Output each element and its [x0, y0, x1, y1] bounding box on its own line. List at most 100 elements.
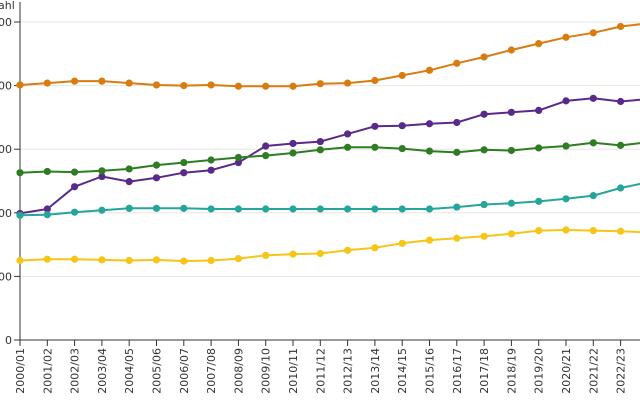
data-point: [234, 158, 242, 167]
data-point: [535, 197, 543, 205]
x-tick-label: 2004/05: [123, 348, 136, 394]
data-point: [262, 151, 270, 160]
series-line: [19, 141, 640, 174]
data-point: [43, 167, 51, 176]
x-tick-label: 2003/04: [96, 348, 109, 394]
data-point: [289, 139, 297, 148]
data-point: [617, 22, 625, 31]
data-point: [480, 200, 488, 209]
series-line: [19, 182, 640, 217]
data-point: [344, 246, 352, 254]
data-point: [507, 146, 515, 155]
data-point: [562, 226, 570, 234]
data-point: [180, 257, 188, 265]
data-point: [316, 249, 324, 258]
data-point: [16, 211, 24, 219]
data-point: [98, 206, 106, 214]
data-point: [43, 211, 51, 219]
data-point: [507, 199, 515, 207]
data-point: [562, 195, 570, 203]
data-point: [425, 236, 434, 244]
data-point: [125, 178, 133, 186]
data-point: [234, 153, 242, 162]
data-point: [371, 143, 379, 151]
data-point: [398, 71, 406, 80]
data-point: [125, 204, 133, 212]
data-point: [371, 205, 379, 213]
data-point: [316, 80, 324, 88]
data-point: [98, 77, 106, 85]
data-point: [589, 192, 597, 200]
data-point: [344, 205, 352, 213]
x-tick-label: 2002/03: [69, 348, 82, 394]
x-tick-label: 2011/12: [314, 348, 327, 394]
data-point: [262, 142, 270, 150]
data-point: [617, 97, 625, 106]
data-point: [71, 255, 79, 263]
data-point: [398, 205, 406, 213]
data-point: [207, 205, 215, 213]
data-point: [562, 142, 570, 150]
data-point: [371, 244, 379, 252]
data-point: [535, 40, 543, 48]
data-point: [71, 183, 79, 191]
data-point: [262, 82, 270, 90]
data-point: [425, 120, 434, 128]
data-point: [480, 110, 488, 118]
x-tick-label: 2020/21: [560, 348, 573, 394]
data-point: [398, 122, 406, 130]
data-point: [289, 82, 297, 90]
data-point: [289, 149, 297, 157]
x-tick-label: 2016/17: [451, 348, 464, 394]
data-point: [98, 172, 106, 181]
data-point: [43, 205, 51, 213]
y-tick-label: 00: [0, 143, 12, 156]
x-tick-label: 2005/06: [151, 348, 164, 394]
data-point: [589, 94, 597, 102]
x-tick-label: 2009/10: [260, 348, 273, 394]
data-point: [535, 106, 543, 115]
data-point: [16, 256, 24, 265]
data-point: [535, 227, 543, 235]
data-point: [453, 234, 461, 242]
x-tick-label: 2013/14: [369, 348, 382, 394]
data-point: [207, 81, 215, 89]
x-tick-label: 2019/20: [533, 348, 546, 394]
series-5: [16, 226, 640, 265]
data-point: [316, 205, 324, 213]
data-point: [589, 227, 597, 235]
data-point: [152, 256, 161, 264]
data-point: [289, 205, 297, 213]
y-tick-label: 00: [0, 80, 12, 93]
data-point: [316, 137, 324, 146]
data-point: [71, 77, 79, 85]
data-point: [453, 203, 461, 211]
data-point: [71, 168, 79, 176]
data-point: [453, 118, 461, 127]
data-point: [43, 255, 51, 263]
x-tick-label: 2017/18: [478, 348, 491, 394]
data-point: [371, 122, 379, 130]
data-point: [425, 147, 434, 155]
data-point: [262, 205, 270, 213]
data-point: [98, 256, 106, 264]
data-point: [480, 53, 488, 61]
data-point: [234, 254, 242, 263]
series-4: [16, 182, 640, 219]
series-3: [16, 139, 640, 177]
data-point: [207, 256, 215, 265]
x-tick-label: 2012/13: [342, 348, 355, 394]
data-point: [180, 158, 188, 167]
data-point: [617, 227, 625, 235]
data-point: [316, 146, 324, 154]
x-tick-label: 2008/09: [232, 348, 245, 394]
y-tick-label: 00: [0, 16, 12, 29]
data-point: [562, 33, 570, 41]
data-point: [480, 146, 488, 154]
data-point: [180, 82, 188, 90]
data-point: [453, 148, 461, 156]
data-point: [371, 76, 379, 85]
data-point: [344, 130, 352, 138]
data-point: [71, 208, 79, 216]
